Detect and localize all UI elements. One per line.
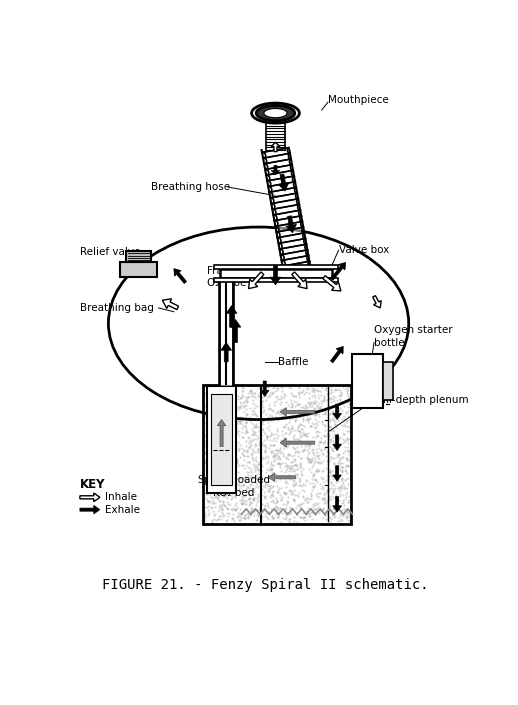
Polygon shape (271, 166, 280, 175)
Bar (126, 251, 151, 262)
Polygon shape (333, 435, 341, 450)
Polygon shape (271, 142, 280, 152)
Bar (207, 386, 236, 493)
Text: Frangible
O₂ tube: Frangible O₂ tube (207, 266, 255, 288)
Bar (203, 385, 351, 524)
Polygon shape (162, 299, 179, 309)
Polygon shape (268, 473, 295, 482)
Polygon shape (292, 272, 307, 288)
Text: Inhale: Inhale (105, 492, 137, 503)
Polygon shape (174, 269, 186, 283)
Text: Full-depth plenum: Full-depth plenum (374, 396, 469, 405)
Text: Valve box: Valve box (339, 245, 390, 255)
Text: KEY: KEY (80, 479, 105, 491)
Polygon shape (333, 466, 341, 481)
Polygon shape (330, 346, 343, 363)
Polygon shape (221, 343, 232, 362)
Ellipse shape (264, 109, 287, 118)
Bar (383, 362, 393, 400)
Text: FIGURE 21. - Fenzy Spiral II schematic.: FIGURE 21. - Fenzy Spiral II schematic. (102, 578, 429, 592)
Text: Breathing bag: Breathing bag (80, 303, 154, 313)
Bar (214, 278, 338, 282)
Polygon shape (278, 174, 289, 191)
Polygon shape (280, 439, 315, 447)
Bar (220, 269, 332, 278)
Ellipse shape (256, 105, 295, 121)
Polygon shape (333, 404, 341, 419)
Bar (270, 120, 281, 123)
Bar (211, 394, 233, 485)
Bar (214, 265, 338, 269)
Text: Oxygen starter
bottle: Oxygen starter bottle (374, 325, 453, 348)
Bar (352, 354, 383, 408)
Polygon shape (286, 216, 296, 233)
Text: Breathing hose: Breathing hose (151, 182, 230, 192)
Text: Exhale: Exhale (105, 505, 139, 515)
Polygon shape (270, 266, 281, 285)
Polygon shape (372, 295, 381, 308)
Polygon shape (230, 319, 241, 343)
Polygon shape (280, 407, 315, 416)
Polygon shape (333, 496, 341, 512)
Polygon shape (249, 272, 264, 288)
Bar (120, 262, 157, 277)
Polygon shape (80, 493, 100, 502)
Polygon shape (263, 150, 309, 269)
Polygon shape (330, 262, 346, 281)
Polygon shape (323, 276, 341, 291)
Text: Baffle: Baffle (278, 357, 308, 367)
Text: Relief valve: Relief valve (80, 247, 140, 257)
Polygon shape (80, 505, 100, 514)
Polygon shape (226, 305, 237, 327)
Polygon shape (261, 381, 269, 396)
Text: Spring-loaded
KO₂ bed: Spring-loaded KO₂ bed (197, 475, 270, 498)
Polygon shape (217, 419, 226, 446)
Text: Mouthpiece: Mouthpiece (328, 95, 388, 105)
